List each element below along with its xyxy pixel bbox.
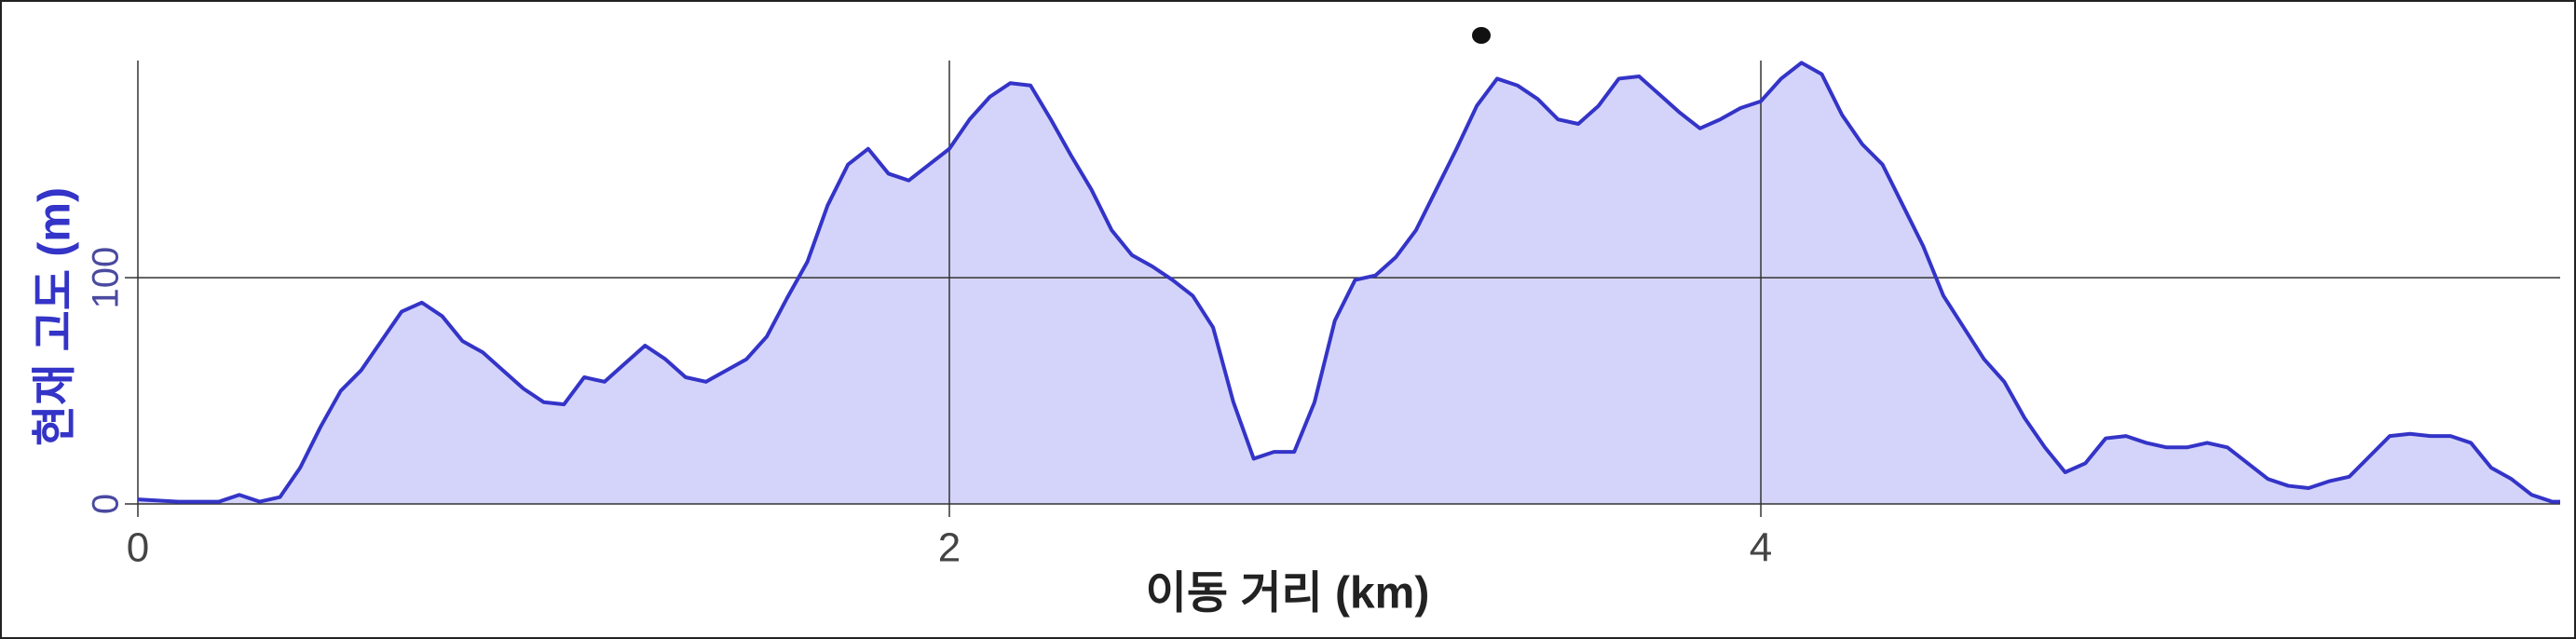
y-tick-label: 0 bbox=[86, 494, 127, 514]
x-tick-label: 4 bbox=[1750, 525, 1772, 571]
area-fill bbox=[138, 62, 2560, 504]
x-axis-label: 이동 거리 (km) bbox=[1146, 569, 1430, 619]
marker-dot bbox=[1472, 27, 1491, 44]
x-tick-label: 2 bbox=[938, 525, 961, 571]
x-tick-label: 0 bbox=[127, 525, 149, 571]
line bbox=[137, 61, 2560, 504]
y-axis-label: 현재 고도 (m) bbox=[31, 187, 80, 446]
y-tick-label: 100 bbox=[86, 247, 127, 309]
